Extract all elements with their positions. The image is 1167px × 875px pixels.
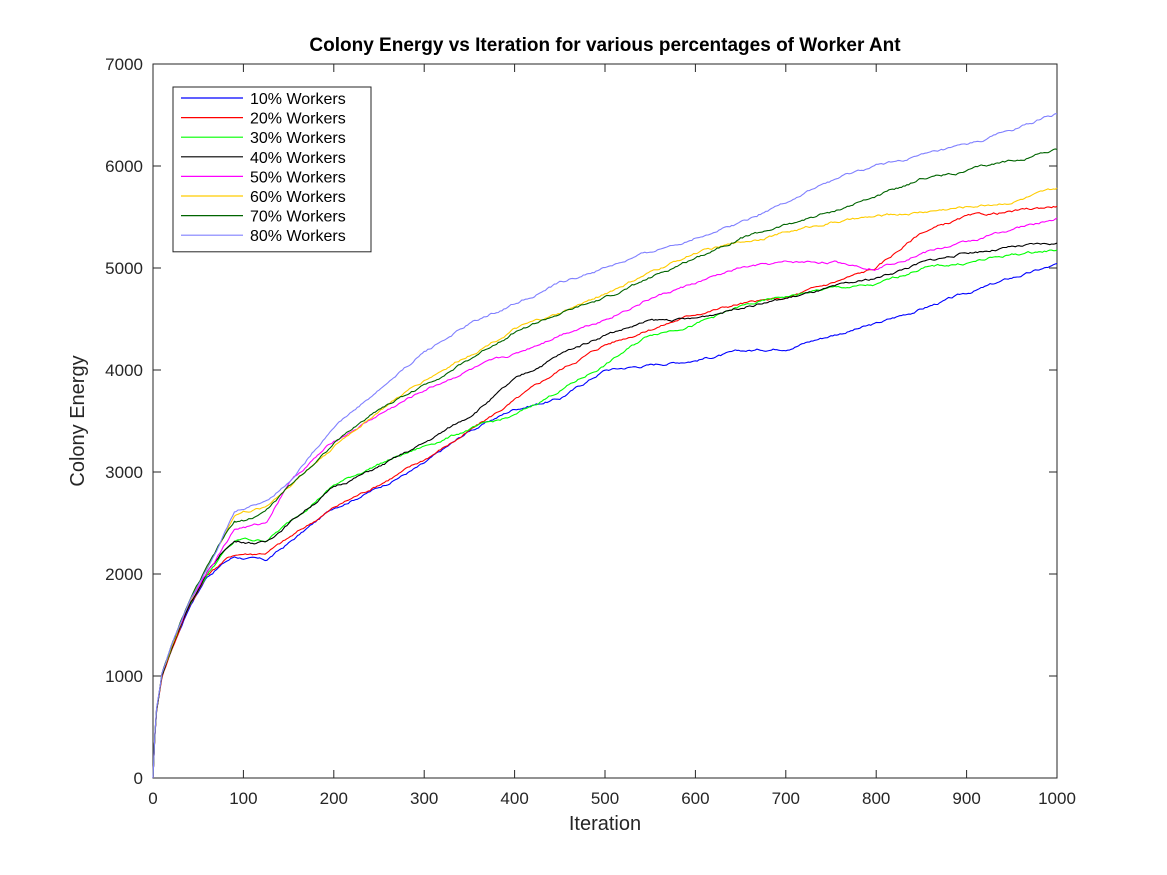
y-tick-label: 5000 (105, 259, 143, 278)
series-line-4 (152, 242, 1058, 779)
legend-label: 70% Workers (250, 209, 346, 226)
legend-box (172, 86, 372, 253)
x-tick-label: 0 (148, 789, 157, 808)
y-tick-label: 7000 (105, 55, 143, 74)
y-tick-label: 0 (134, 769, 143, 788)
legend-label: 30% Workers (250, 130, 346, 147)
legend-label: 20% Workers (250, 111, 346, 128)
series-line-5 (152, 217, 1058, 779)
y-tick-label: 1000 (105, 667, 143, 686)
series-line-7 (152, 148, 1058, 779)
x-tick-label: 900 (952, 789, 980, 808)
y-tick-label: 2000 (105, 565, 143, 584)
legend-label: 10% Workers (250, 91, 346, 108)
legend-label: 40% Workers (250, 150, 346, 167)
legend: 10% Workers 20% Workers 30% Workers 40% Wor… (172, 86, 372, 253)
chart-title: Colony Energy vs Iteration for various p… (309, 35, 901, 56)
x-tick-label: 700 (772, 789, 800, 808)
y-tick-label: 3000 (105, 463, 143, 482)
series-line-1 (152, 262, 1058, 779)
x-axis-label: Iteration (569, 813, 641, 835)
legend-label: 60% Workers (250, 189, 346, 206)
y-tick-label: 6000 (105, 157, 143, 176)
series-line-8 (152, 113, 1058, 779)
x-tick-label: 100 (229, 789, 257, 808)
legend-label: 50% Workers (250, 169, 346, 186)
series-line-3 (152, 249, 1058, 779)
x-tick-label: 800 (862, 789, 890, 808)
x-tick-label: 300 (410, 789, 438, 808)
x-tick-label: 500 (591, 789, 619, 808)
y-tick-label: 4000 (105, 361, 143, 380)
series-line-2 (152, 205, 1058, 779)
y-axis-label: Colony Energy (67, 355, 89, 486)
legend-label: 80% Workers (250, 228, 346, 245)
x-tick-label: 600 (681, 789, 709, 808)
x-tick-label: 1000 (1038, 789, 1076, 808)
x-tick-label: 200 (320, 789, 348, 808)
x-tick-label: 400 (500, 789, 528, 808)
plot-area: 0 100 200 300 400 500 600 700 800 900 1000 0 1000 200… (105, 55, 1076, 808)
